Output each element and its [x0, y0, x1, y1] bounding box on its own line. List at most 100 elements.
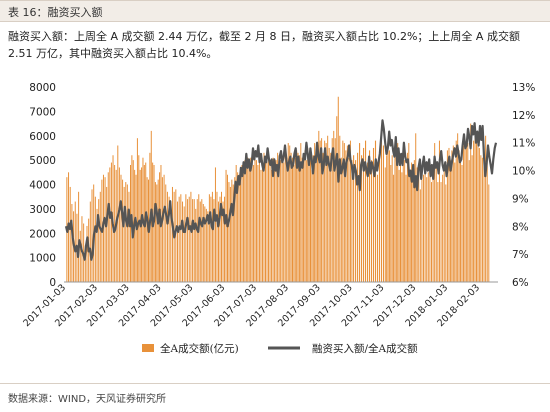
bar: [176, 201, 178, 282]
y-left-tick-label: 4000: [29, 180, 56, 192]
x-axis: 2017-01-032017-02-032017-03-032017-04-03…: [21, 282, 482, 329]
bar: [398, 169, 400, 282]
bar: [458, 150, 460, 283]
bar: [376, 174, 379, 282]
bar: [448, 147, 450, 282]
line-series-margin-ratio: [64, 119, 498, 261]
bar: [257, 165, 259, 282]
bar: [475, 143, 477, 282]
bar: [188, 196, 190, 282]
source-note: 数据来源：WIND，天风证券研究所: [8, 394, 167, 405]
bar: [275, 160, 277, 283]
bar: [238, 174, 240, 282]
chart-legend: 全A成交额(亿元) 融资买入额/全A成交额: [142, 342, 418, 355]
bar: [340, 157, 342, 282]
bar: [199, 201, 201, 282]
bar: [361, 155, 363, 282]
bar: [382, 145, 385, 282]
bar: [296, 150, 298, 283]
bar: [465, 147, 467, 282]
y-right-tick-label: 12%: [512, 110, 535, 122]
bar: [409, 174, 411, 282]
bar: [231, 179, 233, 283]
bar: [464, 140, 466, 283]
bar: [387, 150, 389, 283]
bar: [74, 201, 76, 282]
bar: [324, 140, 326, 283]
bar: [419, 189, 421, 283]
bar: [319, 140, 321, 283]
bar: [388, 150, 390, 283]
bar: [486, 157, 488, 282]
bar: [365, 140, 367, 283]
bar: [321, 138, 323, 282]
bar: [292, 157, 293, 282]
bar: [457, 133, 459, 282]
bar: [132, 160, 134, 283]
bar: [216, 191, 218, 282]
bar: [468, 160, 470, 283]
bar: [451, 150, 453, 283]
bar: [294, 157, 296, 282]
bar: [86, 225, 88, 282]
bar: [327, 135, 329, 282]
bar: [325, 143, 327, 282]
bar: [305, 160, 307, 283]
bar: [421, 179, 423, 283]
bar: [244, 160, 246, 283]
bar: [368, 150, 371, 283]
bar: [404, 160, 406, 283]
bar: [423, 174, 425, 282]
bar: [214, 167, 216, 282]
bar: [146, 177, 148, 282]
bar: [114, 165, 116, 282]
bar: [122, 179, 124, 283]
bar: [78, 191, 80, 282]
bar: [159, 172, 161, 282]
bar: [322, 152, 324, 282]
bar: [125, 182, 127, 282]
bar: [163, 174, 165, 282]
bar: [303, 160, 305, 283]
bar: [372, 147, 375, 282]
bar: [339, 135, 341, 282]
legend-label-bars: 全A成交额(亿元): [160, 342, 239, 355]
y-left-tick-label: 0: [49, 277, 56, 289]
bar: [461, 165, 463, 282]
bar: [429, 162, 431, 282]
bar: [248, 160, 250, 283]
bar: [241, 165, 243, 282]
bar: [154, 182, 156, 282]
bar: [402, 150, 404, 283]
bar: [178, 196, 180, 282]
y-right-tick-label: 8%: [512, 221, 529, 233]
bar: [413, 160, 415, 283]
y-right-tick-label: 11%: [512, 138, 535, 150]
bar: [316, 152, 318, 282]
bar: [210, 196, 212, 282]
bar: [228, 182, 230, 282]
bar: [355, 160, 357, 283]
chart-description: 融资买入额：上周全 A 成交额 2.44 万亿，截至 2 月 8 日，融资买入额…: [8, 30, 520, 60]
bar: [229, 186, 231, 282]
bar: [278, 155, 280, 282]
bar: [247, 157, 249, 282]
bar: [277, 152, 279, 282]
bar: [183, 206, 185, 282]
bar: [438, 140, 440, 283]
bar: [297, 152, 299, 282]
bar: [219, 196, 221, 282]
bar: [91, 189, 93, 283]
legend-swatch-bars: [142, 344, 154, 352]
bar: [261, 160, 263, 283]
bar: [293, 165, 295, 282]
y-right-axis: 6% 7% 8% 9% 10% 11% 12% 13%: [512, 82, 535, 289]
bar: [374, 140, 377, 283]
bar: [98, 199, 100, 283]
bar: [157, 179, 159, 283]
bar: [263, 152, 265, 282]
bar: [435, 162, 437, 282]
bar: [107, 172, 109, 282]
bar: [138, 155, 140, 282]
bar: [342, 140, 344, 283]
